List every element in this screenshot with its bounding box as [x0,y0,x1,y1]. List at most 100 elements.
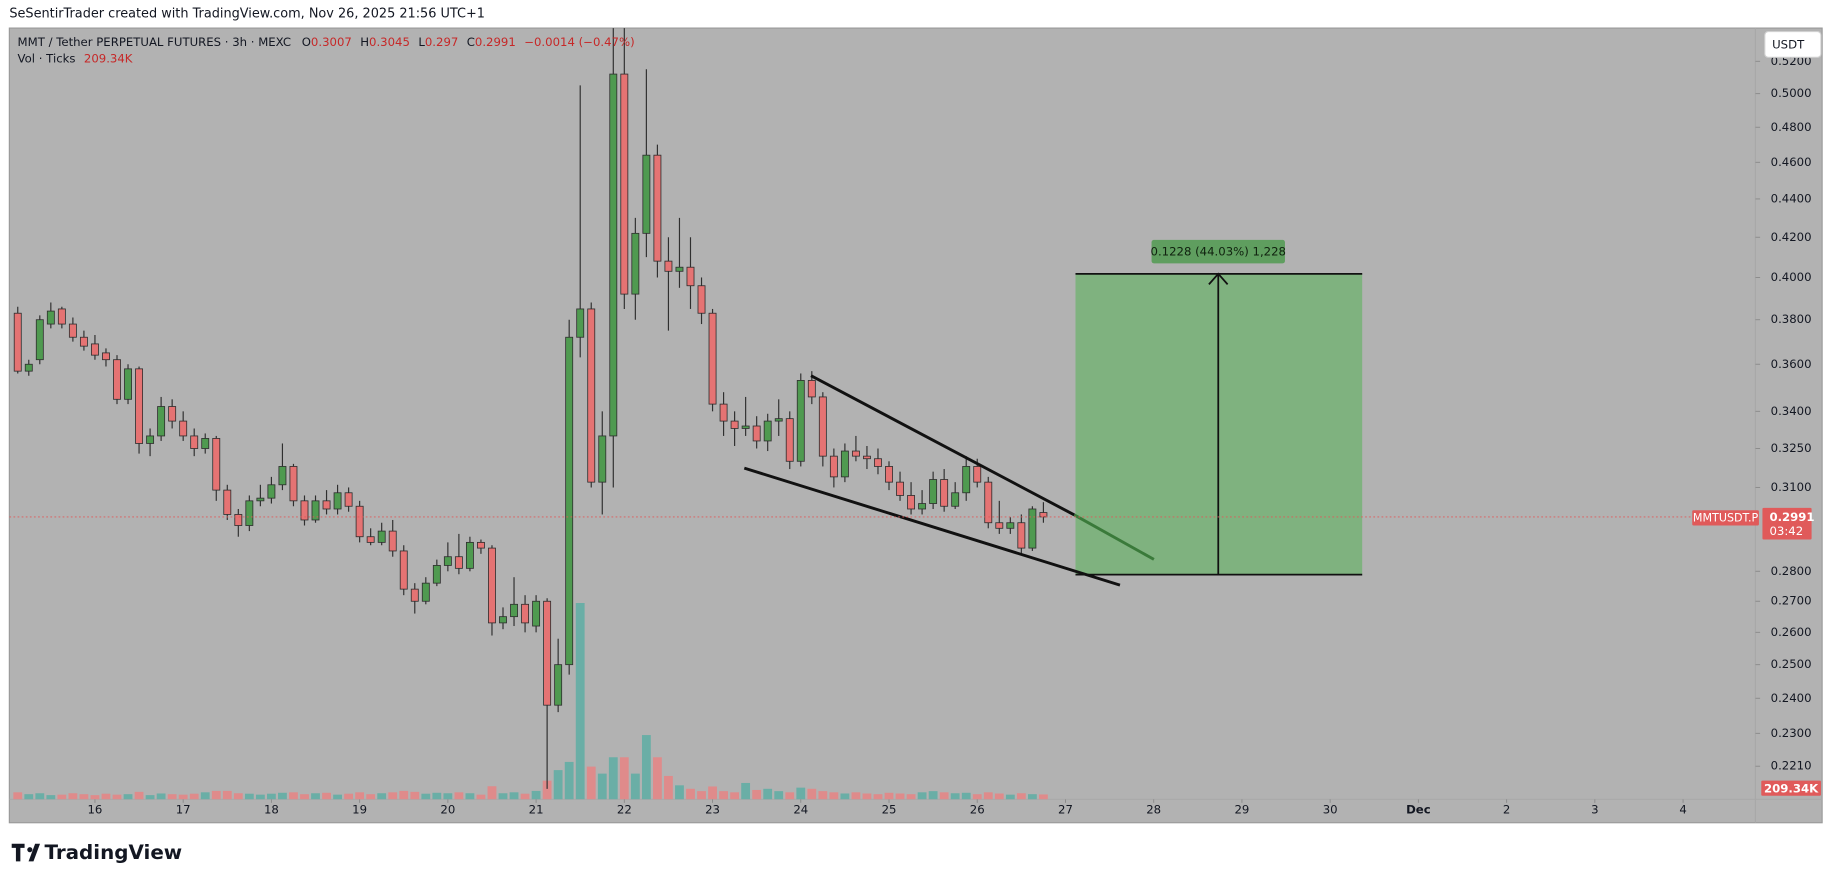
volume-badge [1761,780,1821,796]
candle-body [796,380,805,462]
x-tick-label: 24 [793,802,808,816]
axes: 0.52000.50000.48000.46000.44000.42000.40… [88,54,1812,817]
candle-body [973,466,982,483]
volume-bar [719,791,728,800]
candle-body [333,492,342,510]
volume-bar [564,761,574,800]
volume-bar [333,794,342,800]
x-tick-label: 23 [705,802,720,816]
ohlc-value: 0.3045 [369,35,410,49]
candle-body [907,495,916,510]
footer-logo: TradingView [11,841,182,864]
volume-bar [123,794,133,800]
candle-body [102,352,110,361]
currency-label[interactable]: USDT [1772,38,1805,52]
candle-body [730,420,739,429]
volume-bar [961,792,971,800]
volume-bar [807,788,817,800]
candle-body [896,481,904,496]
ohlc-value: 0.297 [425,35,458,49]
volume-bar [597,773,607,800]
candle-body [201,438,210,449]
volume-bar [785,792,795,800]
arrow-head [1208,272,1229,285]
volume-bar [134,791,144,800]
legend-symbol: MMT / Tether PERPETUAL FUTURES · 3h · ME… [18,35,291,49]
candle-body [719,403,728,422]
ohlc-letter: C [467,35,475,49]
y-tick-label: 0.4200 [1771,230,1812,244]
volume-bar [399,790,409,800]
countdown: 03:42 [1769,524,1803,538]
volume-bar [752,789,762,800]
volume-bar [1005,794,1015,800]
drawings: 0.1228 (44.03%) 1,228 [743,239,1363,587]
volume-bar [178,794,188,800]
volume-bar [608,757,618,800]
candle-body [454,556,463,569]
measure-box [1151,239,1285,264]
candle-body [1039,512,1048,518]
volume-bar [211,790,221,800]
volume-bar [664,775,673,800]
volume-bar [928,791,938,800]
y-tick-label: 0.4000 [1771,270,1812,284]
candle-body [443,556,452,566]
y-tick-label: 0.2400 [1771,691,1812,705]
candle-body [554,664,563,706]
volume-value: 209.34K [84,51,133,65]
volume-bar [167,794,177,800]
candle-body [410,588,419,602]
y-tick-label: 0.2210 [1771,759,1812,773]
volume-bar [90,795,100,800]
candle-body [256,497,265,502]
x-tick-label: 26 [970,802,985,816]
volume-bar [873,794,883,800]
y-tick-label: 0.3800 [1771,312,1812,326]
candle-layer [13,28,1048,789]
volume-bar [917,792,927,800]
volume-bar [278,792,287,800]
candle-body [940,479,949,507]
breakout-line [1073,513,1155,561]
ohlc-letter: O [302,35,311,49]
candle-body [708,312,717,405]
volume-bar [322,792,331,800]
change: −0.0014 (−0.47%) [524,35,634,49]
volume-bar [983,792,993,800]
candle-body [543,600,552,706]
candle-body [157,406,166,437]
volume-bar [774,791,784,800]
y-tick-label: 0.2300 [1771,726,1812,740]
candle-body [576,308,585,338]
volume-bar [24,794,34,800]
candle-body [609,73,618,437]
volume-bar [829,792,839,800]
volume-bar [476,794,486,800]
volume-bar [13,792,23,800]
currency-button[interactable] [1764,31,1822,58]
symbol-badge [1692,510,1759,526]
volume-bar [79,794,89,800]
volume-bar [410,791,420,800]
candle-body [521,603,530,624]
volume-bar [311,793,320,800]
candle-body [388,530,397,552]
volume-bar [68,793,78,800]
candle-body [620,73,629,295]
volume-bar [862,793,872,800]
volume-bar [531,790,541,800]
candle-body [807,380,816,398]
candle-body [598,435,607,483]
candle-body [1028,508,1037,549]
candle-body [35,319,44,361]
volume-bar [972,794,982,800]
volume-bar [1016,793,1026,800]
volume-bar [553,770,563,800]
candle-body [146,435,155,444]
candle-body [984,481,993,524]
volume-bar [763,788,773,800]
candle-body [840,450,849,478]
candle-body [587,308,596,483]
candle-body [962,466,971,494]
